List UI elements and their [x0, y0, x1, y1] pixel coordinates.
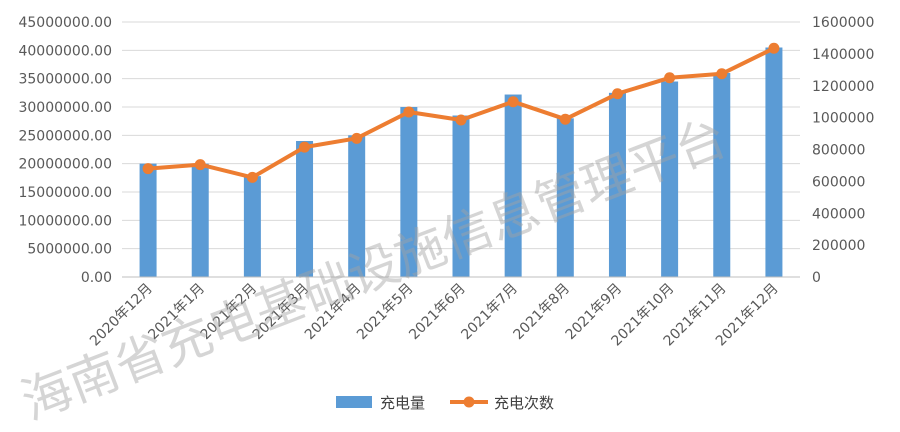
line-point — [768, 42, 780, 54]
bar — [504, 94, 522, 278]
y-right-tick-label: 0 — [812, 270, 821, 286]
bar — [452, 115, 470, 277]
line-point — [403, 106, 415, 118]
y-right-tick-label: 800000 — [812, 143, 865, 159]
bar — [139, 163, 157, 277]
y-right-tick-label: 1200000 — [812, 79, 874, 95]
y-right-tick-label: 200000 — [812, 238, 865, 254]
bar — [661, 81, 679, 277]
watermark-text: 海南省充电基础设施信息管理平台 — [14, 108, 735, 431]
line-point — [351, 132, 363, 144]
y-left-tick-label: 10000000.00 — [18, 213, 112, 229]
line-point — [611, 88, 623, 100]
y-left-tick-label: 45000000.00 — [18, 15, 112, 31]
y-right-tick-label: 600000 — [812, 174, 865, 190]
line-point — [559, 113, 571, 125]
bar — [243, 176, 261, 277]
y-left-tick-label: 15000000.00 — [18, 185, 112, 201]
y-right-tick-label: 400000 — [812, 206, 865, 222]
line-point — [299, 141, 311, 153]
bar — [765, 47, 783, 277]
y-left-tick-label: 35000000.00 — [18, 72, 112, 88]
legend-label: 充电量 — [380, 394, 425, 412]
legend-swatch-bar — [336, 396, 372, 408]
y-left-tick-label: 5000000.00 — [27, 242, 112, 258]
bar — [400, 107, 418, 277]
line-point — [664, 72, 676, 84]
line-point — [716, 68, 728, 80]
legend-swatch-marker — [463, 396, 475, 408]
y-left-tick-label: 0.00 — [81, 270, 112, 286]
y-right-tick-label: 1400000 — [812, 47, 874, 63]
y-left-tick-label: 25000000.00 — [18, 128, 112, 144]
y-right-tick-label: 1600000 — [812, 15, 874, 31]
y-right-tick-label: 1000000 — [812, 111, 874, 127]
bar — [713, 73, 731, 277]
bar-series — [139, 47, 783, 278]
bar — [556, 118, 574, 277]
legend-label: 充电次数 — [494, 394, 554, 412]
bar — [348, 135, 366, 277]
line-point — [194, 159, 206, 171]
y-left-tick-label: 20000000.00 — [18, 157, 112, 173]
line-point — [455, 114, 467, 126]
watermark: 海南省充电基础设施信息管理平台 — [14, 108, 735, 431]
line-point — [142, 163, 154, 175]
line-point — [246, 171, 258, 183]
line-point — [507, 96, 519, 108]
line-series — [142, 42, 780, 183]
bar — [191, 163, 209, 277]
y-left-tick-label: 30000000.00 — [18, 100, 112, 116]
y-left-tick-label: 40000000.00 — [18, 43, 112, 59]
bar — [296, 141, 314, 277]
bar — [608, 92, 626, 277]
legend: 充电量 充电次数 — [336, 394, 554, 412]
